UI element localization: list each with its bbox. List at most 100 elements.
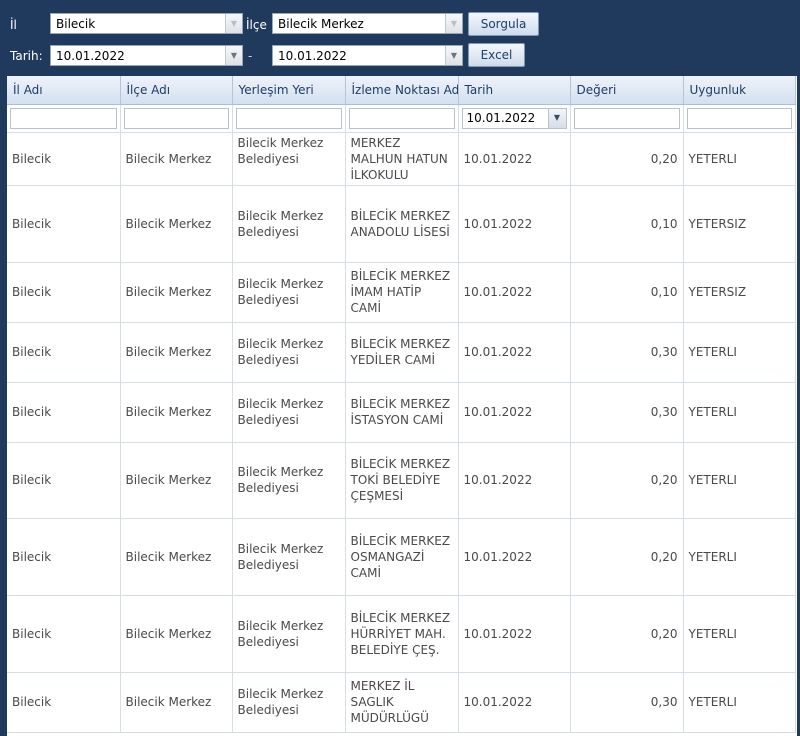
filter-cell <box>345 104 459 133</box>
table-row[interactable]: Bilecik Bilecik Merkez Bilecik Merkez Bele… <box>7 262 796 323</box>
cell-deger: 0,20 <box>570 442 684 519</box>
table-row[interactable]: Bilecik Bilecik Merkez Bilecik Merkez Bele… <box>7 442 796 519</box>
cell-tarih: 10.01.2022 <box>458 132 571 186</box>
cell-yerlesim-yeri: Bilecik Merkez Belediyesi <box>232 262 346 323</box>
cell-ilce: Bilecik Merkez <box>120 382 233 443</box>
chevron-down-icon[interactable]: ▼ <box>225 46 242 65</box>
cell-uygunluk: YETERLI <box>683 322 796 383</box>
cell-deger: 0,20 <box>570 132 684 186</box>
header-row: İl Adı İlçe Adı Yerleşim Yeri İzleme Nok… <box>7 76 796 105</box>
cell-uygunluk: YETERLI <box>683 442 796 519</box>
results-table: İl Adı İlçe Adı Yerleşim Yeri İzleme Nok… <box>7 76 796 733</box>
table-row[interactable]: Bilecik Bilecik Merkez Bilecik Merkez Bele… <box>7 322 796 383</box>
cell-il: Bilecik <box>7 185 121 263</box>
table-row[interactable]: Bilecik Bilecik Merkez Bilecik Merkez Bele… <box>7 382 796 443</box>
il-select[interactable]: Bilecik ▼ <box>50 13 243 34</box>
cell-tarih: 10.01.2022 <box>458 442 571 519</box>
filter-deger-input[interactable] <box>573 107 680 129</box>
cell-deger: 0,20 <box>570 595 684 673</box>
filter-cell <box>7 104 121 133</box>
cell-il: Bilecik <box>7 672 121 733</box>
chevron-down-icon[interactable]: ▼ <box>225 14 242 33</box>
cell-tarih: 10.01.2022 <box>458 595 571 673</box>
cell-ilce: Bilecik Merkez <box>120 442 233 519</box>
cell-izleme-noktasi: BİLECİK MERKEZ TOKİ BELEDİYE ÇEŞMESİ <box>345 442 459 519</box>
cell-izleme-noktasi: BİLECİK MERKEZ HÜRRİYET MAH. BELEDİYE ÇE… <box>345 595 459 673</box>
ilce-select-value: Bilecik Merkez <box>278 16 364 31</box>
tarih-to-value: 10.01.2022 <box>278 48 347 63</box>
cell-il: Bilecik <box>7 595 121 673</box>
cell-ilce: Bilecik Merkez <box>120 518 233 596</box>
cell-uygunluk: YETERLI <box>683 595 796 673</box>
cell-ilce: Bilecik Merkez <box>120 132 233 186</box>
cell-il: Bilecik <box>7 442 121 519</box>
cell-tarih: 10.01.2022 <box>458 262 571 323</box>
filter-il-input[interactable] <box>10 107 117 129</box>
ilce-select[interactable]: Bilecik Merkez ▼ <box>272 13 463 34</box>
cell-uygunluk: YETERSIZ <box>683 262 796 323</box>
cell-uygunluk: YETERLI <box>683 518 796 596</box>
tarih-from-value: 10.01.2022 <box>56 48 125 63</box>
column-header-deger[interactable]: Değeri <box>570 76 684 105</box>
filter-tarih-select[interactable]: 10.01.2022 ▼ <box>461 107 567 129</box>
excel-button[interactable]: Excel <box>468 43 525 67</box>
column-header-ilce[interactable]: İlçe Adı <box>120 76 233 105</box>
column-header-yerlesim[interactable]: Yerleşim Yeri <box>232 76 346 105</box>
cell-izleme-noktasi: BİLECİK MERKEZ İSTASYON CAMİ <box>345 382 459 443</box>
filter-row: 10.01.2022 ▼ <box>7 104 796 133</box>
cell-yerlesim-yeri: Bilecik Merkez Belediyesi <box>232 518 346 596</box>
cell-deger: 0,30 <box>570 382 684 443</box>
table-row[interactable]: Bilecik Bilecik Merkez Bilecik Merkez Bele… <box>7 132 796 186</box>
ilce-label: İlçe <box>246 18 267 32</box>
cell-uygunluk: YETERLI <box>683 672 796 733</box>
sorgula-button[interactable]: Sorgula <box>468 12 539 36</box>
filter-izleme-input[interactable] <box>348 107 455 129</box>
filter-tarih-value: 10.01.2022 <box>466 111 536 125</box>
table-row[interactable]: Bilecik Bilecik Merkez Bilecik Merkez Bele… <box>7 518 796 596</box>
cell-yerlesim-yeri: Bilecik Merkez Belediyesi <box>232 322 346 383</box>
column-header-uygunluk[interactable]: Uygunluk <box>683 76 796 105</box>
cell-ilce: Bilecik Merkez <box>120 672 233 733</box>
column-header-il[interactable]: İl Adı <box>7 76 121 105</box>
cell-uygunluk: YETERLI <box>683 132 796 186</box>
table-row[interactable]: Bilecik Bilecik Merkez Bilecik Merkez Bele… <box>7 595 796 673</box>
cell-izleme-noktasi: BİLECİK MERKEZ YEDİLER CAMİ <box>345 322 459 383</box>
cell-ilce: Bilecik Merkez <box>120 322 233 383</box>
cell-izleme-noktasi: MERKEZ İL SAGLIK MÜDÜRLÜGÜ <box>345 672 459 733</box>
cell-il: Bilecik <box>7 382 121 443</box>
table-row[interactable]: Bilecik Bilecik Merkez Bilecik Merkez Bele… <box>7 672 796 733</box>
filter-cell <box>120 104 233 133</box>
il-label: İl <box>10 18 17 32</box>
cell-tarih: 10.01.2022 <box>458 382 571 443</box>
table-row[interactable]: Bilecik Bilecik Merkez Bilecik Merkez Bele… <box>7 185 796 263</box>
cell-ilce: Bilecik Merkez <box>120 185 233 263</box>
cell-deger: 0,30 <box>570 322 684 383</box>
chevron-down-icon[interactable]: ▼ <box>445 46 462 65</box>
chevron-down-icon[interactable]: ▼ <box>445 14 462 33</box>
cell-deger: 0,10 <box>570 185 684 263</box>
cell-tarih: 10.01.2022 <box>458 672 571 733</box>
filter-yerlesim-input[interactable] <box>235 107 342 129</box>
filter-ilce-input[interactable] <box>123 107 229 129</box>
cell-yerlesim-yeri: Bilecik Merkez Belediyesi <box>232 382 346 443</box>
filter-cell: 10.01.2022 ▼ <box>458 104 571 133</box>
column-header-tarih[interactable]: Tarih <box>458 76 571 105</box>
cell-il: Bilecik <box>7 262 121 323</box>
tarih-to-select[interactable]: 10.01.2022 ▼ <box>272 45 463 66</box>
cell-deger: 0,20 <box>570 518 684 596</box>
cell-izleme-noktasi: BİLECİK MERKEZ OSMANGAZİ CAMİ <box>345 518 459 596</box>
date-range-separator: - <box>248 49 253 63</box>
cell-izleme-noktasi: BİLECİK MERKEZ İMAM HATİP CAMİ <box>345 262 459 323</box>
tarih-from-select[interactable]: 10.01.2022 ▼ <box>50 45 243 66</box>
cell-ilce: Bilecik Merkez <box>120 595 233 673</box>
column-header-izleme-noktasi[interactable]: İzleme Noktası Adı <box>345 76 459 105</box>
filter-cell <box>683 104 796 133</box>
filter-uygunluk-input[interactable] <box>686 107 792 129</box>
cell-yerlesim-yeri: Bilecik Merkez Belediyesi <box>232 442 346 519</box>
filter-cell <box>570 104 684 133</box>
cell-deger: 0,30 <box>570 672 684 733</box>
tarih-label: Tarih: <box>10 49 43 63</box>
chevron-down-icon[interactable]: ▼ <box>547 108 566 128</box>
cell-deger: 0,10 <box>570 262 684 323</box>
cell-ilce: Bilecik Merkez <box>120 262 233 323</box>
